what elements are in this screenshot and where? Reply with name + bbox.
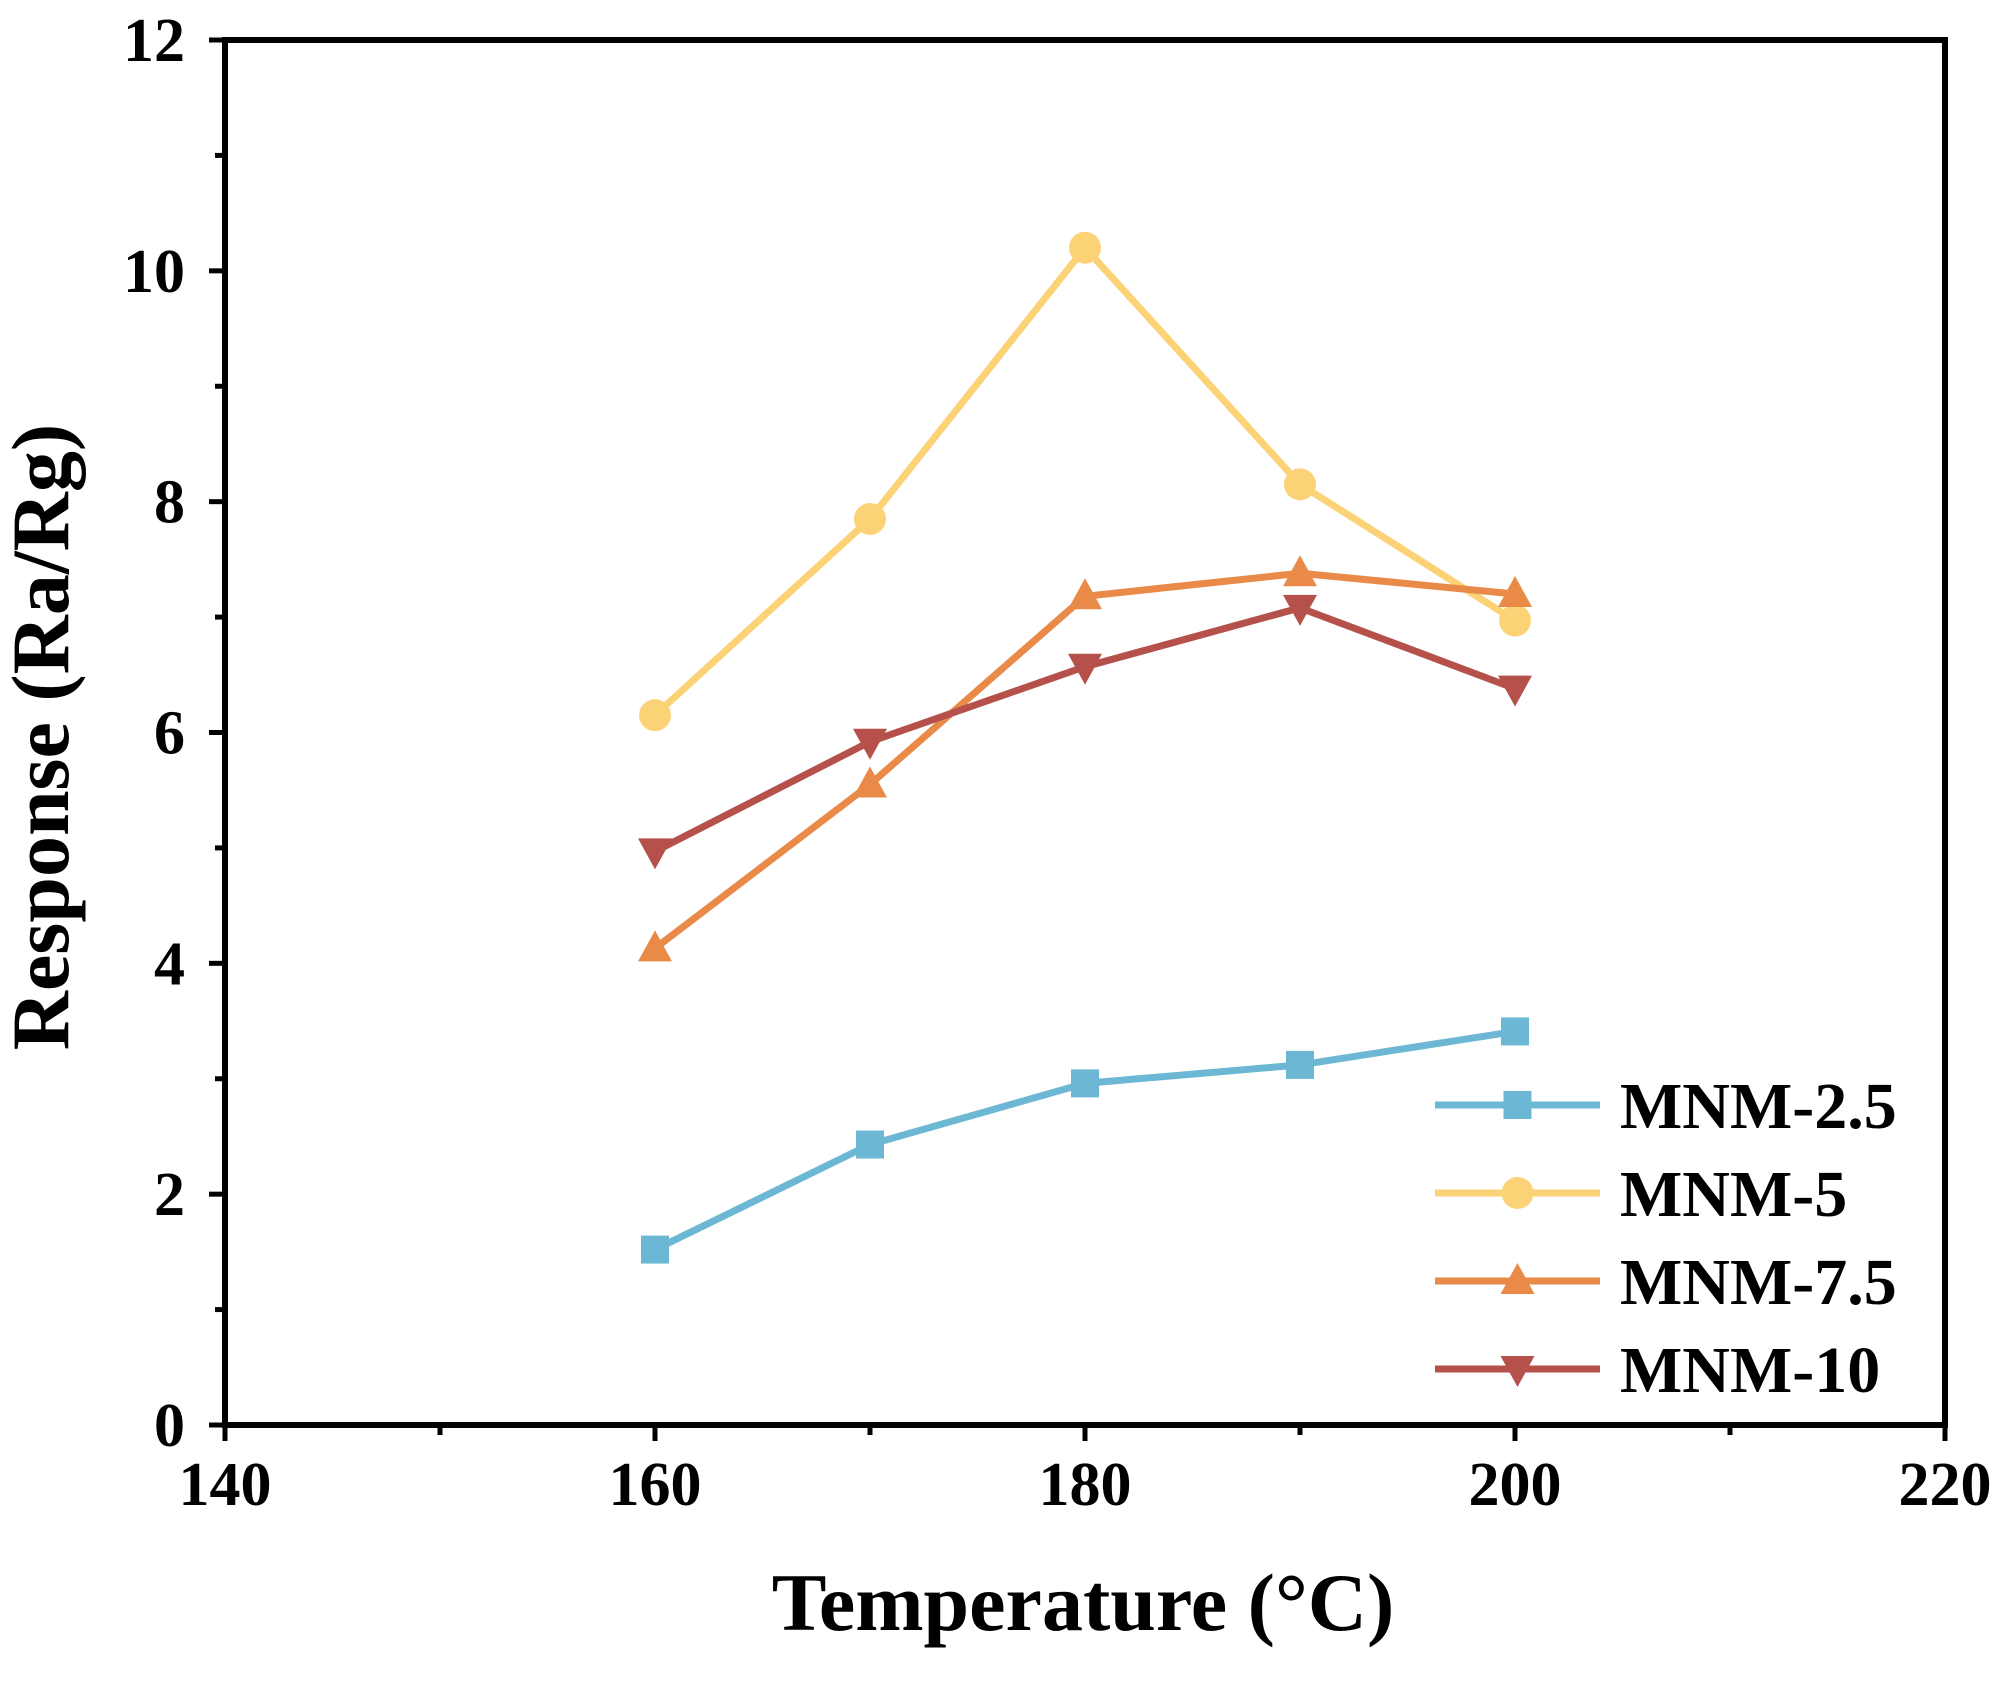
y-tick-label: 2 — [154, 1161, 185, 1229]
series-line — [653, 1027, 1516, 1253]
y-tick-label: 0 — [154, 1392, 185, 1460]
data-point — [638, 838, 672, 870]
data-point — [1068, 653, 1102, 685]
data-point — [1069, 231, 1101, 264]
legend-item-mnm-10: MNM-10 — [1435, 1334, 1880, 1407]
series-line — [653, 604, 1517, 855]
data-point — [853, 766, 887, 798]
legend-label: MNM-7.5 — [1620, 1246, 1897, 1319]
series-layer — [638, 231, 1532, 1264]
data-point — [638, 930, 672, 962]
series-line — [652, 569, 1516, 952]
data-point — [641, 1235, 669, 1264]
x-tick-label: 220 — [1899, 1451, 1992, 1519]
data-point — [1283, 594, 1317, 626]
data-point — [1498, 576, 1532, 607]
x-tick-label: 160 — [609, 1451, 702, 1519]
legend-label: MNM-10 — [1620, 1334, 1880, 1407]
legend: MNM-2.5 MNM-5 MNM-7.5 MNM-10 — [1435, 1070, 1897, 1407]
data-point — [1068, 578, 1102, 610]
data-point — [1286, 1050, 1314, 1079]
legend-label: MNM-5 — [1620, 1158, 1847, 1231]
x-axis-title: Temperature (°C) — [772, 1557, 1395, 1648]
data-point — [853, 728, 887, 760]
y-tick-label: 12 — [123, 7, 185, 75]
data-point — [1499, 604, 1531, 637]
data-point — [854, 502, 886, 535]
y-tick-label: 8 — [154, 469, 185, 537]
y-tick-label: 4 — [154, 930, 185, 998]
data-point — [1498, 675, 1532, 707]
series-mnm-5 — [639, 231, 1531, 732]
data-point — [1283, 555, 1317, 587]
x-tick-label: 180 — [1039, 1451, 1132, 1519]
series-mnm-2.5 — [641, 1017, 1529, 1264]
legend-marker — [1501, 1177, 1534, 1209]
y-axis-title: Response (Ra/Rg) — [0, 424, 86, 1050]
data-point — [639, 699, 671, 732]
y-tick-label: 10 — [123, 238, 185, 306]
legend-item-mnm-2.5: MNM-2.5 — [1435, 1070, 1897, 1143]
series-mnm-10 — [638, 594, 1532, 870]
data-point — [1071, 1069, 1099, 1098]
data-point — [856, 1130, 884, 1159]
x-tick-label: 200 — [1469, 1451, 1562, 1519]
axes-layer: 140 160 180 200 220 0 2 4 6 8 10 12 — [123, 7, 1992, 1519]
legend-label: MNM-2.5 — [1620, 1070, 1897, 1143]
series-mnm-7.5 — [638, 555, 1532, 962]
data-point — [1284, 468, 1316, 501]
legend-marker — [1503, 1091, 1532, 1119]
series-line — [652, 244, 1517, 718]
y-tick-label: 6 — [154, 700, 185, 768]
data-point — [1501, 1017, 1529, 1046]
legend-item-mnm-7.5: MNM-7.5 — [1435, 1246, 1897, 1319]
legend-item-mnm-5: MNM-5 — [1435, 1158, 1847, 1231]
legend-marker — [1500, 1263, 1535, 1294]
legend-marker — [1500, 1356, 1535, 1387]
x-tick-label: 140 — [179, 1451, 272, 1519]
